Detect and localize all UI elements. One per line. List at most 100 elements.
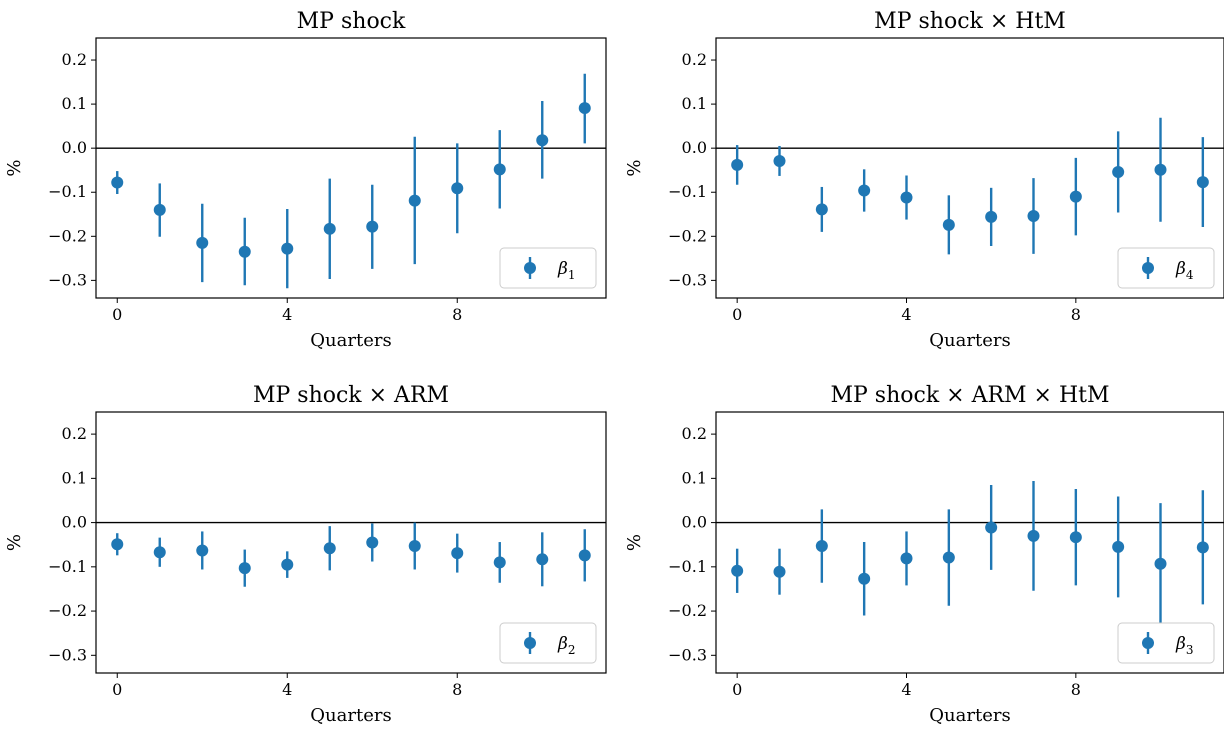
y-axis-label: % (4, 534, 25, 551)
data-point (196, 544, 209, 557)
legend-subscript: 3 (1186, 643, 1194, 657)
chart-panel-4: MP shock × ARM × HtM 0.2 0.1 0.0 −0.1 −0.2 −0.… (624, 383, 1224, 726)
y-tick-label: 0.1 (682, 468, 707, 487)
y-tick-label: 0.1 (62, 94, 87, 113)
chart-title: MP shock × ARM × HtM (830, 383, 1109, 408)
data-point (493, 556, 506, 569)
y-tick-label: −0.3 (668, 270, 707, 289)
y-tick-label: −0.1 (48, 557, 87, 576)
legend: β3 (1117, 622, 1215, 664)
data-point (578, 102, 591, 115)
chart-title: MP shock × ARM (253, 383, 449, 408)
data-point (281, 558, 294, 571)
legend: β4 (1117, 247, 1215, 289)
axes-frame (715, 37, 1224, 299)
legend-symbol: β (557, 259, 568, 279)
data-point (281, 242, 294, 255)
chart-panel-2: MP shock × HtM 0.2 0.1 0.0 −0.1 −0.2 −0.3 0 4 8 Qu… (624, 9, 1224, 351)
data-point (153, 203, 166, 216)
y-tick-label: −0.3 (48, 270, 87, 289)
x-axis-label: Quarters (310, 705, 391, 726)
data-point (858, 572, 871, 585)
y-tick-label: 0.2 (62, 424, 87, 443)
x-axis-label: Quarters (310, 330, 391, 351)
y-tick-label: 0.0 (62, 138, 87, 157)
data-point (985, 521, 998, 534)
legend: β2 (499, 622, 597, 664)
y-tick-label: −0.1 (668, 182, 707, 201)
data-point (323, 222, 336, 235)
data-point (1154, 557, 1167, 570)
data-point (773, 154, 786, 167)
x-tick-label: 4 (901, 680, 911, 699)
y-tick-label: 0.1 (62, 468, 87, 487)
legend-symbol: β (1175, 634, 1186, 654)
data-point (578, 549, 591, 562)
y-tick-label: 0.2 (62, 50, 87, 69)
data-point (900, 552, 913, 565)
y-tick-label: −0.2 (48, 226, 87, 245)
data-point (408, 194, 421, 207)
legend-symbol: β (1175, 259, 1186, 279)
x-tick-label: 8 (1071, 680, 1081, 699)
data-point (366, 536, 379, 549)
legend-marker-icon (1142, 637, 1154, 649)
legend-marker-icon (524, 262, 536, 274)
legend-box (1117, 622, 1215, 664)
x-tick-label: 4 (282, 680, 292, 699)
y-tick-label: 0.0 (682, 513, 707, 532)
data-point (323, 542, 336, 555)
legend: β1 (499, 247, 597, 289)
y-tick-label: −0.1 (668, 557, 707, 576)
data-point (238, 245, 251, 258)
data-point (1027, 529, 1040, 542)
data-point (111, 538, 124, 551)
data-point (366, 220, 379, 233)
legend-label: β2 (557, 634, 575, 657)
legend-box (1117, 247, 1215, 289)
data-point (731, 158, 744, 171)
data-point (858, 184, 871, 197)
y-tick-label: 0.2 (682, 50, 707, 69)
data-point (451, 182, 464, 195)
data-point (731, 564, 744, 577)
data-point (942, 218, 955, 231)
y-axis-label: % (4, 159, 25, 176)
data-point (493, 163, 506, 176)
data-point (985, 210, 998, 223)
axes-frame (95, 37, 607, 299)
y-tick-label: 0.1 (682, 94, 707, 113)
y-axis-label: % (624, 534, 645, 551)
x-tick-label: 8 (452, 305, 462, 324)
data-point (408, 540, 421, 553)
legend-symbol: β (557, 634, 568, 654)
y-tick-label: 0.0 (682, 138, 707, 157)
axes-frame (95, 411, 607, 674)
x-tick-label: 0 (732, 305, 742, 324)
legend-subscript: 4 (1186, 268, 1194, 282)
chart-panel-3: MP shock × ARM 0.2 0.1 0.0 −0.1 −0.2 −0.3 0 4 8 Qu… (4, 383, 607, 726)
data-point (773, 565, 786, 578)
y-tick-label: 0.0 (62, 513, 87, 532)
y-axis-label: % (624, 159, 645, 176)
x-axis-label: Quarters (929, 705, 1010, 726)
x-tick-label: 0 (732, 680, 742, 699)
legend-label: β4 (1175, 259, 1194, 282)
x-tick-label: 8 (452, 680, 462, 699)
y-tick-label: 0.2 (682, 424, 707, 443)
data-point (1196, 176, 1209, 189)
data-point (815, 203, 828, 216)
data-point (1196, 541, 1209, 554)
x-tick-label: 4 (901, 305, 911, 324)
y-tick-label: −0.2 (668, 601, 707, 620)
data-point (1069, 531, 1082, 544)
chart-panel-1: MP shock 0.2 0.1 0.0 −0.1 −0.2 −0.3 0 4 8 Quarters… (4, 9, 607, 351)
legend-box (499, 622, 597, 664)
data-point (1112, 540, 1125, 553)
legend-subscript: 2 (568, 643, 576, 657)
legend-label: β3 (1175, 634, 1193, 657)
x-tick-label: 0 (112, 680, 122, 699)
data-point (196, 236, 209, 249)
y-tick-label: −0.1 (48, 182, 87, 201)
